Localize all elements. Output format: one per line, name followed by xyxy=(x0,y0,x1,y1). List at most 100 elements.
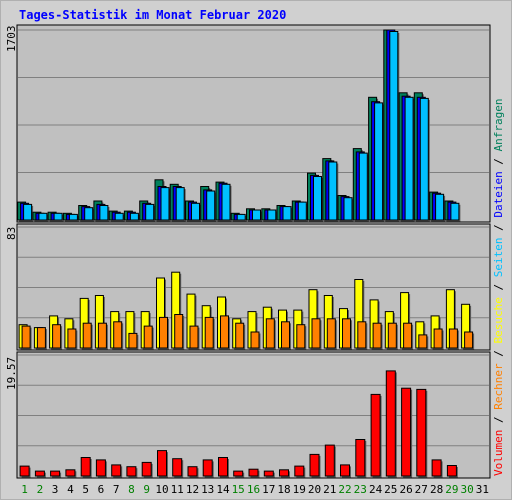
x-tick-label: 15 xyxy=(232,483,245,496)
x-tick-label: 29 xyxy=(445,483,458,496)
x-tick-label: 21 xyxy=(323,483,336,496)
bar-volumen-day-5 xyxy=(80,457,91,477)
bar-volumen-day-22 xyxy=(340,464,350,477)
legend-separator: / xyxy=(492,218,505,238)
bar-seiten-day-22 xyxy=(343,197,353,221)
bar-rechner-day-29 xyxy=(448,328,458,349)
bar-seiten-day-21 xyxy=(328,161,338,221)
x-tick-label: 16 xyxy=(247,483,260,496)
bar-seiten-day-16 xyxy=(252,209,261,221)
bar-volumen-day-21 xyxy=(324,444,335,477)
bar-rechner-day-28 xyxy=(433,328,443,349)
legend-separator: / xyxy=(492,277,505,297)
bar-seiten-day-11 xyxy=(175,187,185,221)
legend-separator: / xyxy=(492,344,505,364)
legend: Volumen / Rechner / Besuche / Seiten / D… xyxy=(492,98,505,476)
bar-seiten-day-12 xyxy=(191,202,200,221)
bar-seiten-day-4 xyxy=(68,213,78,221)
x-tick-label: 4 xyxy=(67,483,74,496)
bar-rechner-day-12 xyxy=(189,325,199,349)
bar-seiten-day-7 xyxy=(114,212,124,221)
x-tick-label: 24 xyxy=(369,483,383,496)
bar-seiten-day-14 xyxy=(221,183,231,221)
bar-rechner-day-11 xyxy=(174,314,184,349)
bar-volumen-day-13 xyxy=(202,459,213,477)
bar-seiten-day-23 xyxy=(358,152,368,221)
legend-anfragen: Anfragen xyxy=(492,98,505,151)
bar-rechner-day-6 xyxy=(97,322,107,349)
bar-rechner-day-7 xyxy=(113,321,123,349)
bar-seiten-day-1 xyxy=(23,203,33,221)
legend-seiten: Seiten xyxy=(492,238,505,278)
bar-volumen-day-14 xyxy=(218,457,228,477)
bar-volumen-day-26 xyxy=(401,387,412,477)
bottom-ymax-label: 19.57 xyxy=(5,357,18,390)
legend-besuche: Besuche xyxy=(492,297,505,343)
bar-volumen-day-4 xyxy=(65,469,76,477)
bar-seiten-day-10 xyxy=(160,187,170,221)
x-tick-label: 23 xyxy=(354,483,367,496)
bar-rechner-day-24 xyxy=(372,322,382,349)
bar-volumen-day-9 xyxy=(141,461,152,477)
bar-volumen-day-17 xyxy=(263,470,274,477)
bar-rechner-day-9 xyxy=(143,325,153,349)
bar-rechner-day-23 xyxy=(357,321,367,349)
bar-volumen-day-27 xyxy=(416,388,427,477)
bar-seiten-day-17 xyxy=(267,209,277,221)
legend-volumen: Volumen xyxy=(492,430,505,476)
bar-rechner-day-14 xyxy=(220,315,229,349)
x-tick-label: 1 xyxy=(21,483,28,496)
bar-volumen-day-2 xyxy=(34,470,45,477)
bar-rechner-day-22 xyxy=(342,318,351,349)
bar-seiten-day-15 xyxy=(236,213,246,221)
bar-rechner-day-30 xyxy=(464,331,474,349)
bar-rechner-day-4 xyxy=(67,328,77,349)
bar-volumen-day-10 xyxy=(157,450,167,477)
bar-rechner-day-21 xyxy=(326,318,336,349)
bar-seiten-day-19 xyxy=(297,201,307,221)
bar-volumen-day-28 xyxy=(431,459,442,477)
legend-separator: / xyxy=(492,410,505,430)
legend-separator: / xyxy=(492,151,505,171)
legend-rechner: Rechner xyxy=(492,363,505,410)
bar-rechner-day-19 xyxy=(296,324,306,349)
bar-rechner-day-25 xyxy=(387,322,397,349)
bar-volumen-day-11 xyxy=(172,458,183,477)
bar-volumen-day-23 xyxy=(355,439,366,477)
bar-rechner-day-26 xyxy=(403,322,413,349)
middle-ymax-label: 83 xyxy=(5,227,18,240)
bar-seiten-day-24 xyxy=(374,102,384,221)
x-tick-label: 28 xyxy=(430,483,443,496)
bar-volumen-day-15 xyxy=(233,470,244,477)
bar-volumen-day-25 xyxy=(385,370,396,477)
x-tick-label: 26 xyxy=(399,483,412,496)
x-tick-label: 9 xyxy=(143,483,150,496)
bar-volumen-day-7 xyxy=(111,464,122,477)
bar-rechner-day-13 xyxy=(204,316,214,349)
bar-rechner-day-27 xyxy=(418,334,428,349)
bar-rechner-day-16 xyxy=(250,331,260,349)
x-tick-labels: 1 2 3 4 5 6 7 8 9 10 11 12 13 14 15 16 17 18 19 20 21 22 23 24 2… xyxy=(21,483,489,496)
bar-rechner-day-10 xyxy=(159,316,168,349)
bar-seiten-day-29 xyxy=(450,202,460,221)
bar-rechner-day-18 xyxy=(281,321,290,349)
bar-volumen-day-12 xyxy=(187,466,198,477)
x-tick-label: 5 xyxy=(82,483,89,496)
bar-rechner-day-5 xyxy=(82,322,92,349)
x-tick-label: 25 xyxy=(384,483,397,496)
x-tick-label: 18 xyxy=(277,483,290,496)
chart-title: Tages-Statistik im Monat Februar 2020 xyxy=(19,8,286,22)
x-tick-label: 13 xyxy=(201,483,214,496)
x-tick-label: 11 xyxy=(171,483,184,496)
bar-volumen-day-18 xyxy=(279,469,289,477)
bar-volumen-day-6 xyxy=(95,459,106,477)
x-tick-label: 17 xyxy=(262,483,275,496)
bar-seiten-day-13 xyxy=(206,190,216,221)
x-tick-label: 14 xyxy=(216,483,230,496)
bar-rechner-day-15 xyxy=(235,322,245,349)
bar-volumen-day-3 xyxy=(50,470,61,477)
x-tick-label: 2 xyxy=(37,483,44,496)
bar-rechner-day-1 xyxy=(21,325,31,349)
x-tick-label: 12 xyxy=(186,483,199,496)
